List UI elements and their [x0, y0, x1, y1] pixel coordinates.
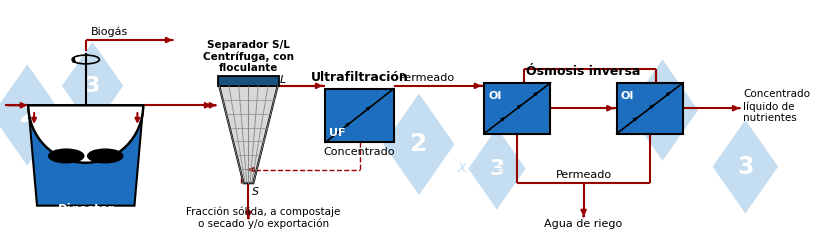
Text: Agua de riego: Agua de riego: [544, 219, 622, 229]
Text: 3: 3: [85, 76, 100, 96]
Bar: [218, 76, 278, 86]
Polygon shape: [712, 120, 777, 213]
Polygon shape: [468, 128, 525, 209]
Polygon shape: [28, 105, 143, 206]
Text: S: S: [252, 187, 259, 197]
Text: Concentrado: Concentrado: [324, 147, 395, 157]
Bar: [484, 83, 550, 134]
Text: 3: 3: [653, 98, 671, 122]
Text: Digestor
anaerobio: Digestor anaerobio: [52, 203, 119, 231]
Text: Fracción sólida, a compostaje
o secado y/o exportación: Fracción sólida, a compostaje o secado y…: [186, 206, 340, 229]
Bar: [325, 89, 393, 142]
Text: UF: UF: [329, 129, 346, 139]
Polygon shape: [219, 86, 278, 183]
Bar: [616, 83, 682, 134]
Polygon shape: [383, 94, 454, 195]
Text: X. Flotats: X. Flotats: [457, 162, 516, 175]
Text: Permeado: Permeado: [555, 170, 611, 180]
Text: L: L: [279, 75, 286, 85]
Ellipse shape: [88, 149, 123, 163]
Wedge shape: [28, 105, 143, 163]
Ellipse shape: [48, 149, 84, 163]
Text: OI: OI: [620, 91, 633, 101]
Text: 2: 2: [410, 132, 428, 156]
Polygon shape: [627, 60, 697, 161]
Text: 3: 3: [489, 159, 504, 179]
Text: Ultrafiltración: Ultrafiltración: [310, 71, 408, 84]
Text: Permeado: Permeado: [398, 73, 454, 83]
Text: OI: OI: [487, 91, 501, 101]
Text: 3: 3: [736, 155, 753, 179]
Polygon shape: [0, 64, 63, 166]
Text: Separador S/L
Centrífuga, con
floculante: Separador S/L Centrífuga, con floculante: [203, 40, 293, 74]
Text: Concentrado
líquido de
nutrientes: Concentrado líquido de nutrientes: [743, 89, 809, 123]
Text: Biogás: Biogás: [91, 27, 128, 37]
Text: Ósmosis inversa: Ósmosis inversa: [526, 65, 640, 78]
Text: 2: 2: [19, 103, 36, 127]
Polygon shape: [61, 42, 123, 130]
